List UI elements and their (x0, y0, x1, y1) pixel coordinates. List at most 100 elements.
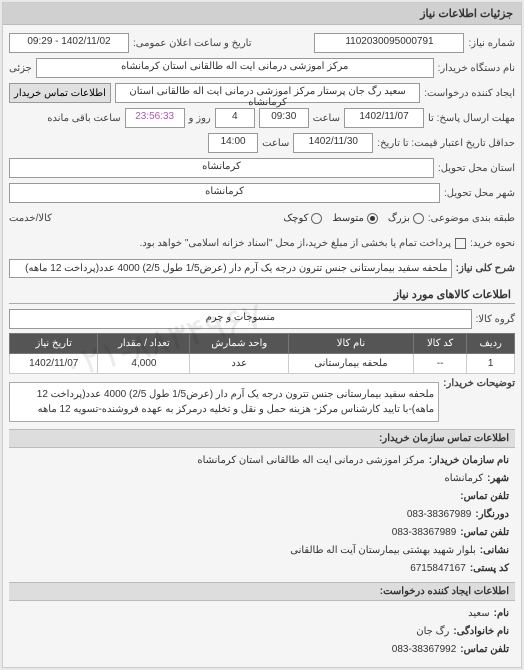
name-value: سعید (468, 605, 489, 623)
th-name: نام کالا (289, 334, 414, 354)
panel-title: جزئیات اطلاعات نیاز (3, 3, 521, 25)
row-group: گروه کالا: منسوجات و چرم (9, 308, 515, 330)
city-field: کرمانشاه (9, 183, 440, 203)
th-unit: واحد شمارش (190, 334, 289, 354)
payment-text: پرداخت تمام یا بخشی از مبلغ خرید،از محل … (9, 238, 451, 249)
row-req-no: شماره نیاز: 1102030095000791 تاریخ و ساع… (9, 32, 515, 54)
group-label: گروه کالا: (476, 314, 515, 325)
radio-dot-icon (413, 213, 424, 224)
buyer-contact-button[interactable]: اطلاعات تماس خریدار (9, 83, 111, 103)
validity-time-field: 14:00 (208, 133, 258, 153)
budget-label: طبقه بندی موضوعی: (428, 213, 515, 224)
deadline-date-field: 1402/11/07 (344, 108, 424, 128)
deadline-label: مهلت ارسال پاسخ: تا (428, 113, 515, 124)
table-row[interactable]: 1 -- ملحفه بیمارستانی عدد 4,000 1402/11/… (10, 354, 515, 374)
notes-box: ملحفه سفید بیمارستانی جنس تترون درجه یک … (9, 382, 439, 422)
fax-value: 083-38367989 (407, 506, 472, 524)
contact-city-value: کرمانشاه (444, 470, 483, 488)
group-field: منسوجات و چرم (9, 309, 472, 329)
creator-section-title: اطلاعات ایجاد کننده درخواست: (9, 582, 515, 601)
notes-label: توضیحات خریدار: (443, 378, 515, 389)
goods-table: ردیف کد کالا نام کالا واحد شمارش تعداد /… (9, 333, 515, 374)
budget-radio-group: بزرگ متوسط کوچک (283, 213, 424, 224)
cell-qty: 4,000 (98, 354, 190, 374)
radio-large-label: بزرگ (388, 213, 410, 224)
cell-code: -- (413, 354, 467, 374)
validity-label: حداقل تاریخ اعتبار قیمت: تا تاریخ: (377, 138, 515, 149)
days-remaining-field: 4 (215, 108, 255, 128)
org-value: مرکز اموزشی درمانی ایت اله طالقانی استان… (197, 452, 424, 470)
req-no-field: 1102030095000791 (314, 33, 464, 53)
radio-large[interactable]: بزرگ (388, 213, 424, 224)
buyer-label: نام دستگاه خریدار: (438, 63, 515, 74)
need-title-field: ملحفه سفید بیمارستانی جنس تترون درجه یک … (9, 259, 452, 278)
creator-label: ایجاد کننده درخواست: (424, 88, 515, 99)
partial-label: جزئی (9, 63, 32, 74)
row-budget: طبقه بندی موضوعی: بزرگ متوسط کوچک کالا/خ… (9, 207, 515, 229)
contact-phone-label-2: تلفن تماس: (460, 524, 509, 542)
org-label: نام سازمان خریدار: (429, 452, 509, 470)
row-need-title: شرح کلی نیاز: ملحفه سفید بیمارستانی جنس … (9, 257, 515, 279)
radio-small[interactable]: کوچک (283, 213, 322, 224)
cell-unit: عدد (190, 354, 289, 374)
row-notes: توضیحات خریدار: ملحفه سفید بیمارستانی جن… (9, 378, 515, 426)
validity-date-field: 1402/11/30 (293, 133, 373, 153)
payment-label: نحوه خرید: (470, 238, 515, 249)
deadline-time-field: 09:30 (259, 108, 309, 128)
buyer-field: مرکز اموزشی درمانی ایت اله طالقانی استان… (36, 58, 434, 78)
goods-section-title: اطلاعات کالاهای مورد نیاز (9, 282, 515, 304)
creator-info-block: نام: سعید نام خانوادگی:رگ جان تلفن تماس:0… (9, 601, 515, 663)
contact-info-block: نام سازمان خریدار: مرکز اموزشی درمانی ایت… (9, 448, 515, 582)
radio-small-label: کوچک (283, 213, 308, 224)
cell-date: 1402/11/07 (10, 354, 98, 374)
goods-table-header-row: ردیف کد کالا نام کالا واحد شمارش تعداد /… (10, 334, 515, 354)
cell-name: ملحفه بیمارستانی (289, 354, 414, 374)
creator-phone-label: تلفن تماس: (460, 641, 509, 659)
name-label: نام: (494, 605, 509, 623)
family-label: نام خانوادگی: (453, 623, 509, 641)
clock-label-2: ساعت (262, 138, 289, 149)
row-payment: نحوه خرید: پرداخت تمام یا بخشی از مبلغ خ… (9, 232, 515, 254)
radio-medium-label: متوسط (332, 213, 363, 224)
row-validity: حداقل تاریخ اعتبار قیمت: تا تاریخ: 1402/… (9, 132, 515, 154)
province-field: کرمانشاه (9, 158, 434, 178)
th-qty: تعداد / مقدار (98, 334, 190, 354)
family-value: رگ جان (416, 623, 449, 641)
th-code: کد کالا (413, 334, 467, 354)
contact-section-title: اطلاعات تماس سازمان خریدار: (9, 429, 515, 448)
fax-label: دورنگار: (475, 506, 509, 524)
payment-checkbox[interactable] (455, 238, 466, 249)
creator-field: سعید رگ جان پرستار مرکز اموزشی درمانی ای… (115, 83, 420, 103)
th-row: ردیف (467, 334, 515, 354)
req-no-label: شماره نیاز: (468, 38, 515, 49)
address-label: نشانی: (480, 542, 509, 560)
radio-dot-icon (367, 213, 378, 224)
creator-phone-value: 083-38367992 (392, 641, 457, 659)
postal-label: کد پستی: (470, 560, 509, 578)
cell-row: 1 (467, 354, 515, 374)
time-remaining-field: 23:56:33 (125, 108, 185, 128)
radio-medium[interactable]: متوسط (332, 213, 377, 224)
th-date: تاریخ نیاز (10, 334, 98, 354)
contact-city-label: شهر: (487, 470, 509, 488)
panel-body: شماره نیاز: 1102030095000791 تاریخ و ساع… (3, 25, 521, 667)
radio-dot-icon (311, 213, 322, 224)
row-buyer: نام دستگاه خریدار: مرکز اموزشی درمانی ای… (9, 57, 515, 79)
row-deadline: مهلت ارسال پاسخ: تا 1402/11/07 ساعت 09:3… (9, 107, 515, 129)
province-label: استان محل تحویل: (438, 163, 515, 174)
announce-field: 1402/11/02 - 09:29 (9, 33, 129, 53)
days-label: روز و (189, 113, 211, 124)
remaining-label: ساعت باقی مانده (47, 113, 120, 124)
contact-phone-value: 083-38367989 (392, 524, 457, 542)
need-title-label: شرح کلی نیاز: (456, 263, 515, 274)
announce-label: تاریخ و ساعت اعلان عمومی: (133, 38, 252, 49)
postal-value: 6715847167 (410, 560, 466, 578)
city-label: شهر محل تحویل: (444, 188, 515, 199)
row-creator: ایجاد کننده درخواست: سعید رگ جان پرستار … (9, 82, 515, 104)
main-panel: جزئیات اطلاعات نیاز شماره نیاز: 11020300… (2, 2, 522, 668)
row-city: شهر محل تحویل: کرمانشاه (9, 182, 515, 204)
row-province: استان محل تحویل: کرمانشاه (9, 157, 515, 179)
unit-label: کالا/خدمت (9, 213, 52, 224)
contact-phone-label: تلفن تماس: (460, 488, 509, 506)
clock-label: ساعت (313, 113, 340, 124)
